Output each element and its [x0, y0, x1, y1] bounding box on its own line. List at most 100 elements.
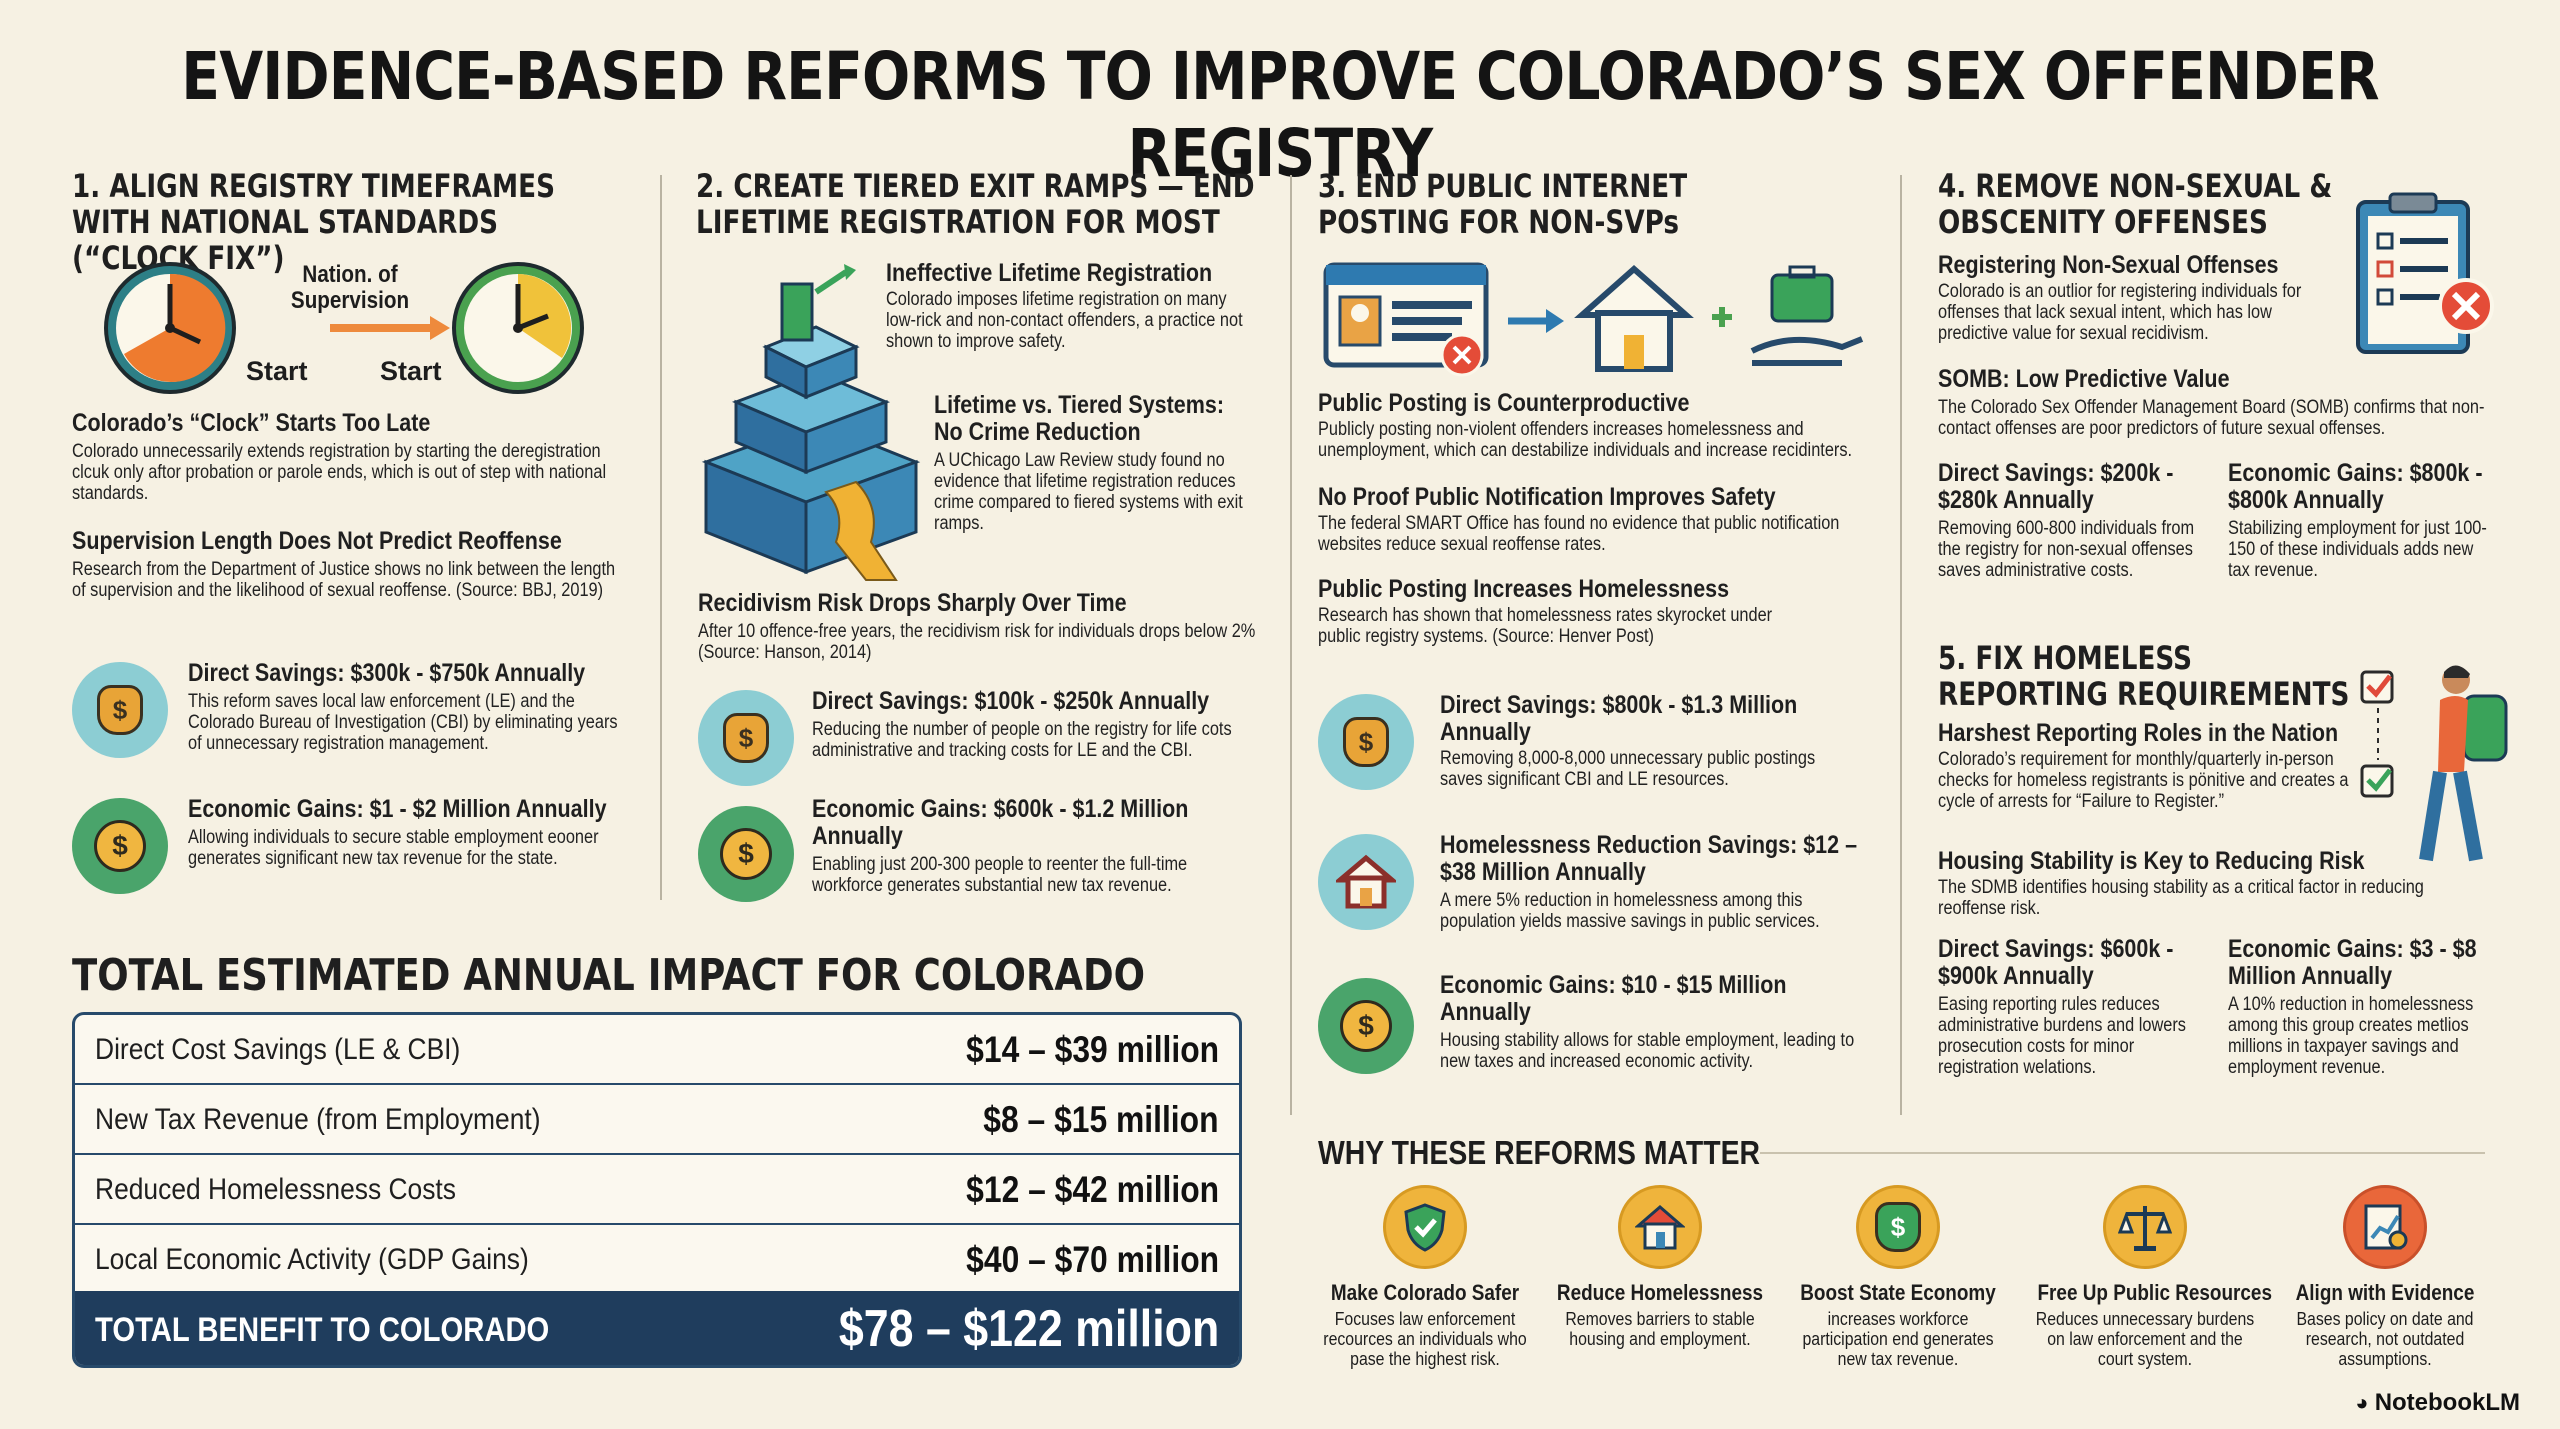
why-item-title: Free Up Public Resources — [2037, 1280, 2272, 1305]
house-icon — [1318, 834, 1414, 930]
impact-row: Direct Cost Savings (LE & CBI) $14 – $39… — [75, 1015, 1239, 1085]
impact-total-value: $78 – $122 million — [838, 1300, 1219, 1358]
impact-value: $12 – $42 million — [966, 1169, 1219, 1210]
economic-title: Economic Gains: $800k - $800k Annually — [2228, 459, 2483, 514]
section-heading: 2. CREATE TIERED EXIT RAMPS — END LIFETI… — [696, 167, 1255, 241]
why-item-text: Removes barriers to stable housing and e… — [1565, 1309, 1755, 1349]
brand-label: NotebookLM — [2374, 1389, 2520, 1416]
savings-title: Direct Savings: $100k - $250k Annually — [812, 687, 1210, 715]
hand-coin-icon: $ — [72, 798, 168, 894]
house-icon — [1618, 1185, 1702, 1269]
savings-text: Easing reporting rules reduces administr… — [1938, 994, 2186, 1078]
point-text: Colorado imposes lifetime registration o… — [886, 289, 1243, 352]
savings-title: Direct Savings: $200k - $280k Annually — [1938, 459, 2174, 514]
homelessness-savings-title: Homelessness Reduction Savings: $12 – $3… — [1440, 831, 1858, 886]
checklist-clipboard-icon — [2348, 188, 2498, 358]
why-item: Align with Evidence Bases policy on date… — [2260, 1185, 2510, 1369]
savings-text: Reducing the number of people on the reg… — [812, 719, 1232, 761]
impact-label: Direct Cost Savings (LE & CBI) — [95, 1033, 461, 1066]
economic-text: Stabilizing employment for just 100-150 … — [2228, 518, 2487, 581]
economic-text: Enabling just 200-300 people to reenter … — [812, 854, 1188, 896]
scales-icon — [2103, 1185, 2187, 1269]
money-bag-icon: $ — [72, 662, 168, 758]
why-item-text: Focuses law enforcement recources an ind… — [1323, 1309, 1527, 1369]
why-item-text: increases workforce participation end ge… — [1802, 1309, 1994, 1369]
point-title: Colorado’s “Clock” Starts Too Late — [72, 409, 431, 437]
point-title: Public Posting Increases Homelessness — [1318, 575, 1730, 603]
why-item-title: Make Colorado Safer — [1330, 1280, 1520, 1305]
start-label-right: Start — [380, 356, 442, 386]
why-item-title: Align with Evidence — [2295, 1280, 2475, 1305]
point-title: Supervision Length Does Not Predict Reof… — [72, 527, 562, 555]
column-divider — [1290, 175, 1292, 1115]
hand-coin-icon: $ — [1318, 978, 1414, 1074]
impact-total-label: TOTAL BENEFIT TO COLORADO — [95, 1311, 550, 1349]
impact-row: New Tax Revenue (from Employment) $8 – $… — [75, 1085, 1239, 1155]
point-text: Research has shown that homelessness rat… — [1318, 605, 1773, 647]
impact-row: Local Economic Activity (GDP Gains) $40 … — [75, 1225, 1239, 1295]
clock-illustration — [100, 258, 590, 398]
point-text: Colorado’s requirement for monthly/quart… — [1938, 749, 2349, 812]
savings-text: Removing 8,000-8,000 unnecessary public … — [1440, 748, 1816, 790]
point-text: Colorado is an outlior for registering i… — [1938, 281, 2302, 344]
clock-label: Nation. of Supervision — [290, 261, 410, 314]
point-text: Publicly posting non-violent offenders i… — [1318, 419, 1853, 461]
economic-title: Economic Gains: $600k - $1.2 Million Ann… — [812, 795, 1189, 850]
point-text: The Colorado Sex Offender Management Boa… — [1938, 397, 2485, 439]
why-item: Free Up Public Resources Reduces unneces… — [2020, 1185, 2272, 1369]
section-heading: 3. END PUBLIC INTERNET POSTING FOR NON-S… — [1318, 167, 1688, 241]
money-bag-icon: $ — [698, 690, 794, 786]
why-item-text: Reduces unnecessary burdens on law enfor… — [2035, 1309, 2255, 1369]
column-divider — [660, 175, 662, 900]
impact-label: Local Economic Activity (GDP Gains) — [95, 1243, 529, 1276]
why-divider — [1760, 1152, 2485, 1154]
point-title: Ineffective Lifetime Registration — [886, 259, 1213, 287]
money-bag-icon: $ — [1318, 694, 1414, 790]
posting-illustration — [1322, 255, 1882, 385]
point-title: Registering Non-Sexual Offenses — [1938, 251, 2279, 279]
point-text: Colorado unnecessarily extends registrat… — [72, 441, 607, 504]
homelessness-savings-text: A mere 5% reduction in homelessness amon… — [1440, 890, 1820, 932]
why-item: Make Colorado Safer Focuses law enforcem… — [1300, 1185, 1550, 1369]
notebooklm-icon: ◕ — [2355, 1390, 2375, 1415]
why-title: WHY THESE REFORMS MATTER — [1318, 1134, 1760, 1171]
point-text: A UChicago Law Review study found no evi… — [934, 450, 1243, 534]
column-divider — [1900, 175, 1902, 1115]
savings-text: This reform saves local law enforcement … — [188, 691, 618, 754]
hand-coin-icon: $ — [698, 806, 794, 902]
economic-text: Housing stability allows for stable empl… — [1440, 1030, 1855, 1072]
point-title: Recidivism Risk Drops Sharply Over Time — [698, 589, 1127, 617]
section-heading: 5. FIX HOMELESS REPORTING REQUIREMENTS — [1938, 639, 2350, 713]
point-title: Public Posting is Counterproductive — [1318, 389, 1690, 417]
point-title: Lifetime vs. Tiered Systems: No Crime Re… — [934, 391, 1224, 446]
economic-title: Economic Gains: $10 - $15 Million Annual… — [1440, 971, 1787, 1026]
point-text: Research from the Department of Justice … — [72, 559, 616, 601]
impact-label: Reduced Homelessness Costs — [95, 1173, 456, 1206]
savings-title: Direct Savings: $800k - $1.3 Million Ann… — [1440, 691, 1798, 746]
savings-title: Direct Savings: $300k - $750k Annually — [188, 659, 586, 687]
section-homeless-reporting: 5. FIX HOMELESS REPORTING REQUIREMENTS — [1938, 640, 2358, 712]
impact-label: New Tax Revenue (from Employment) — [95, 1103, 541, 1136]
point-text: The SDMB identifies housing stability as… — [1938, 877, 2424, 919]
why-item-title: Reduce Homelessness — [1556, 1280, 1764, 1305]
chart-document-icon — [2343, 1185, 2427, 1269]
point-title: No Proof Public Notification Improves Sa… — [1318, 483, 1776, 511]
impact-row: Reduced Homelessness Costs $12 – $42 mil… — [75, 1155, 1239, 1225]
economic-title: Economic Gains: $3 - $8 Million Annually — [2228, 935, 2477, 990]
economic-text: Allowing individuals to secure stable em… — [188, 827, 599, 869]
section-public-posting: 3. END PUBLIC INTERNET POSTING FOR NON-S… — [1318, 168, 1798, 240]
point-text: The federal SMART Office has found no ev… — [1318, 513, 1840, 555]
impact-value: $40 – $70 million — [966, 1239, 1219, 1280]
impact-total-row: TOTAL BENEFIT TO COLORADO $78 – $122 mil… — [75, 1291, 1239, 1365]
economic-text: A 10% reduction in homelessness among th… — [2228, 994, 2474, 1078]
savings-title: Direct Savings: $600k - $900k Annually — [1938, 935, 2174, 990]
point-title: SOMB: Low Predictive Value — [1938, 365, 2230, 393]
section-tiered-exit: 2. CREATE TIERED EXIT RAMPS — END LIFETI… — [696, 168, 1266, 240]
point-title: Harshest Reporting Roles in the Nation — [1938, 719, 2339, 747]
section-heading: 4. REMOVE NON-SEXUAL & OBSCENITY OFFENSE… — [1938, 167, 2333, 241]
start-label-left: Start — [246, 356, 308, 386]
why-item: Reduce Homelessness Removes barriers to … — [1535, 1185, 1785, 1349]
savings-text: Removing 600-800 individuals from the re… — [1938, 518, 2195, 581]
page-title: EVIDENCE-BASED REFORMS TO IMPROVE COLORA… — [181, 38, 2379, 192]
shield-check-icon — [1383, 1185, 1467, 1269]
